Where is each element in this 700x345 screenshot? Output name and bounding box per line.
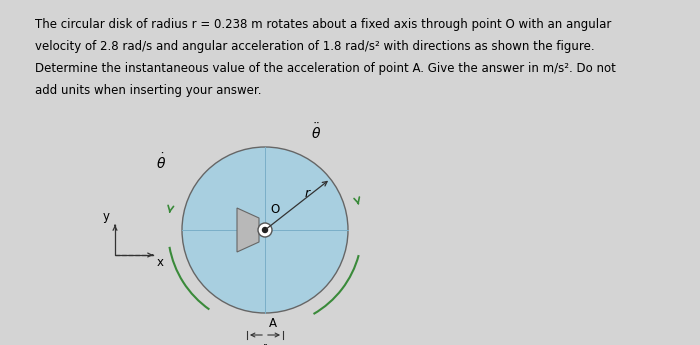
Circle shape xyxy=(262,227,267,233)
Text: x: x xyxy=(157,256,164,269)
Text: velocity of 2.8 rad/s and angular acceleration of 1.8 rad/s² with directions as : velocity of 2.8 rad/s and angular accele… xyxy=(35,40,594,53)
Text: r: r xyxy=(305,187,310,200)
Text: $\frac{r}{4}$: $\frac{r}{4}$ xyxy=(261,342,269,345)
Polygon shape xyxy=(237,208,259,252)
Text: O: O xyxy=(270,203,279,216)
Text: Determine the instantaneous value of the acceleration of point A. Give the answe: Determine the instantaneous value of the… xyxy=(35,62,616,75)
Circle shape xyxy=(182,147,348,313)
Text: y: y xyxy=(103,210,110,223)
Circle shape xyxy=(258,223,272,237)
Text: $\ddot{\theta}$: $\ddot{\theta}$ xyxy=(311,122,321,141)
Text: A: A xyxy=(269,317,277,330)
Text: The circular disk of radius r = 0.238 m rotates about a fixed axis through point: The circular disk of radius r = 0.238 m … xyxy=(35,18,611,31)
Text: add units when inserting your answer.: add units when inserting your answer. xyxy=(35,84,262,97)
Text: $\dot{\theta}$: $\dot{\theta}$ xyxy=(156,152,166,172)
